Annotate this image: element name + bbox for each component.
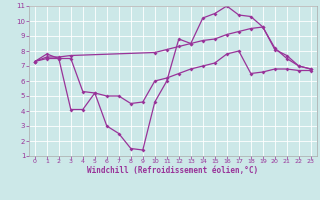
X-axis label: Windchill (Refroidissement éolien,°C): Windchill (Refroidissement éolien,°C) [87,166,258,175]
